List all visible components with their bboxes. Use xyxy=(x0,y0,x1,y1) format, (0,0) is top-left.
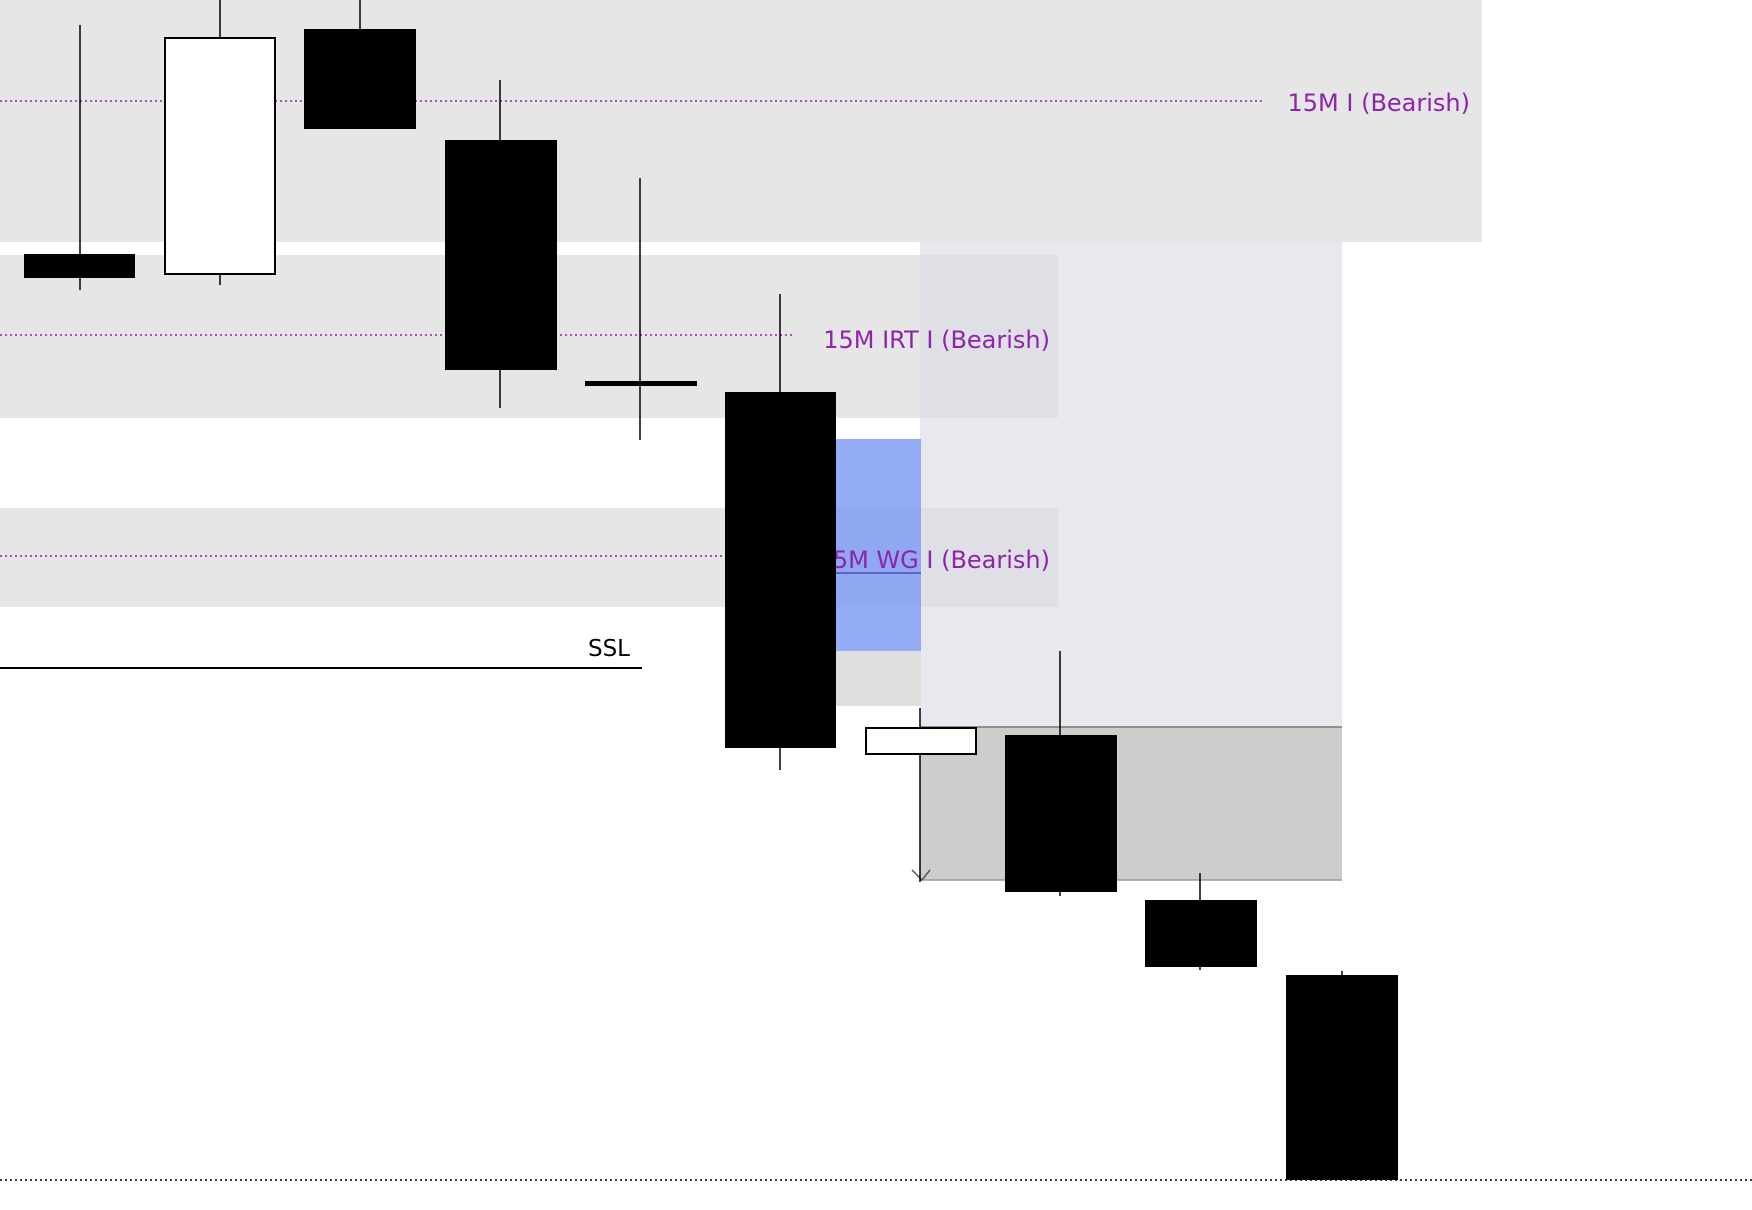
candle-body xyxy=(865,727,977,755)
candle-2[interactable] xyxy=(164,0,276,285)
zone-15m-wg-i-label: 15M WG I (Bearish) xyxy=(818,546,1050,574)
zone-15m-irt-i-label: 15M IRT I (Bearish) xyxy=(823,326,1050,354)
marker-icon xyxy=(911,869,931,882)
candle-body xyxy=(1005,735,1117,892)
candle-3[interactable] xyxy=(304,0,416,129)
candle-body xyxy=(1286,975,1398,1180)
candle-4[interactable] xyxy=(445,80,557,408)
ssl-label: SSL xyxy=(588,636,630,662)
candle-10[interactable] xyxy=(1286,971,1398,1180)
candle-6[interactable] xyxy=(725,294,836,770)
candle-8[interactable] xyxy=(1005,651,1117,896)
candle-body xyxy=(164,37,276,275)
imbalance-lower-box xyxy=(835,651,921,706)
candle-body xyxy=(304,29,416,129)
imbalance-box xyxy=(835,439,921,651)
range-box xyxy=(920,242,1342,727)
candle-9[interactable] xyxy=(1145,873,1257,970)
candle-body xyxy=(445,140,557,370)
target-box xyxy=(920,727,1342,880)
candle-body xyxy=(24,254,135,278)
candle-body xyxy=(725,392,836,748)
candle-1[interactable] xyxy=(24,25,135,290)
zone-15m-i-label: 15M I (Bearish) xyxy=(1288,89,1471,117)
candle-7[interactable] xyxy=(865,708,977,882)
candle-5[interactable] xyxy=(585,178,697,440)
candle-body xyxy=(585,381,697,386)
candle-body xyxy=(1145,900,1257,967)
